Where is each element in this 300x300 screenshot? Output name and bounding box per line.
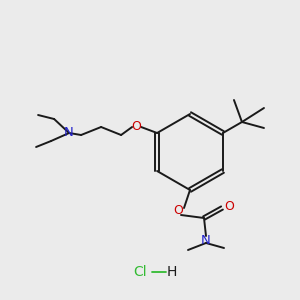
Text: N: N <box>64 127 74 140</box>
Text: O: O <box>131 119 141 133</box>
Text: H: H <box>167 265 177 279</box>
Text: Cl: Cl <box>133 265 147 279</box>
Text: O: O <box>224 200 234 212</box>
Text: O: O <box>173 203 183 217</box>
Text: N: N <box>201 233 211 247</box>
